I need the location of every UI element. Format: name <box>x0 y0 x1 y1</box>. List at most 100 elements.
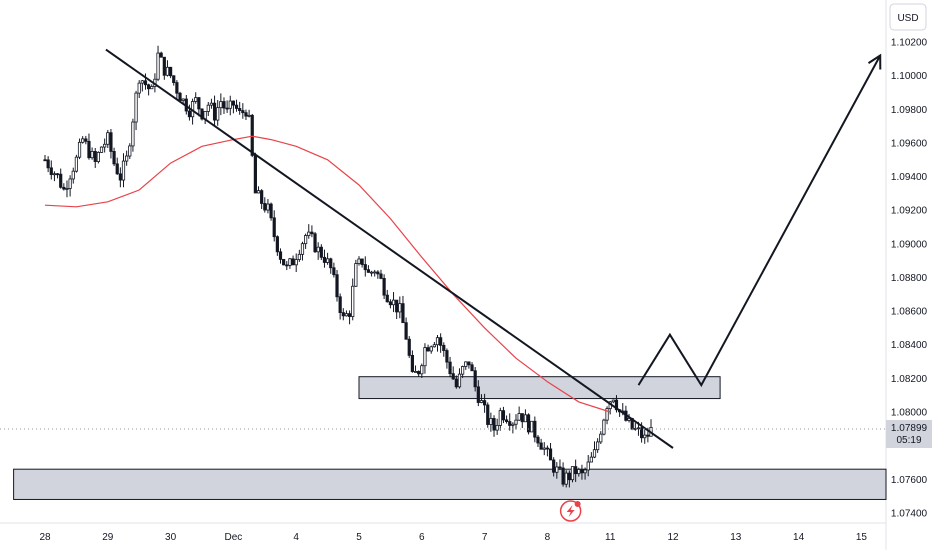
candle-body <box>492 418 496 431</box>
time-tick-label: 11 <box>605 532 616 543</box>
time-tick-label: 8 <box>545 532 551 543</box>
candle-body <box>423 347 427 367</box>
time-tick-label: 4 <box>293 532 299 543</box>
moving-average-line <box>44 135 611 413</box>
candle-body <box>574 466 578 475</box>
candle-body <box>212 102 217 121</box>
candle-body <box>244 112 248 117</box>
candle-body <box>351 285 355 317</box>
candle-body <box>222 101 226 109</box>
candle-body <box>304 235 308 245</box>
candle-body <box>498 410 502 426</box>
candle-body <box>260 190 264 204</box>
candle-body <box>275 236 279 253</box>
candle-body <box>313 233 317 253</box>
candle-body <box>65 188 69 190</box>
candle-body <box>636 427 641 430</box>
price-tick-label: 1.09400 <box>891 172 928 183</box>
candle-body <box>241 110 245 114</box>
candle-body <box>432 344 436 348</box>
candle-body <box>599 433 603 443</box>
candle-body <box>426 347 430 352</box>
price-tick-label: 1.08000 <box>891 408 928 419</box>
candle-body <box>504 419 509 422</box>
candle-body <box>347 313 352 317</box>
candle-body <box>360 258 364 265</box>
price-tick-label: 1.09000 <box>891 239 928 250</box>
time-tick-label: 7 <box>482 532 488 543</box>
candle-body <box>74 156 78 172</box>
last-price-value: 1.07899 <box>891 423 928 434</box>
price-tick-label: 1.08600 <box>891 307 928 318</box>
candle-body <box>325 258 330 263</box>
candle-body <box>87 140 91 159</box>
price-axis-area[interactable] <box>886 0 932 550</box>
candle-body <box>77 141 82 158</box>
price-tick-label: 1.07600 <box>891 475 928 486</box>
candle-body <box>71 170 75 180</box>
price-scale: 1.10200 1.10000 1.09800 1.09600 1.09400 1.092… <box>891 38 928 520</box>
resistance-zone <box>358 376 721 400</box>
candle-body <box>219 101 223 109</box>
candle-body <box>643 434 647 439</box>
price-tick-label: 1.09800 <box>891 105 928 116</box>
price-tick-label: 1.08400 <box>891 340 928 351</box>
candle-body <box>93 151 97 162</box>
candle-body <box>322 256 327 263</box>
candle-body <box>49 167 53 175</box>
candle-body <box>344 313 349 317</box>
candle-body <box>570 466 575 481</box>
time-scale: 28 29 30 Dec 4 5 6 7 8 11 12 13 14 15 <box>39 532 867 543</box>
candle-body <box>165 66 170 76</box>
candle-body <box>121 160 126 181</box>
candle-body <box>514 419 518 425</box>
time-tick-label: 30 <box>165 532 177 543</box>
candle-body <box>200 108 204 120</box>
candle-body <box>476 386 480 403</box>
candle-body <box>225 107 229 110</box>
price-tick-label: 1.07400 <box>891 508 928 519</box>
candle-body <box>294 259 298 266</box>
candle-body <box>605 408 609 421</box>
candle-body <box>43 159 47 162</box>
candle-body <box>611 399 615 403</box>
candle-body <box>150 86 154 90</box>
candle-body <box>404 322 408 340</box>
candle-body <box>382 278 386 296</box>
candle-body <box>561 467 565 485</box>
candle-body <box>278 251 283 260</box>
candle-body <box>363 264 367 271</box>
last-price-label: 1.07899 05:19 <box>886 419 932 448</box>
candle-body <box>627 418 631 421</box>
candle-body <box>282 258 286 266</box>
candle-body <box>197 97 201 110</box>
candle-body <box>256 190 261 194</box>
candle-body <box>542 447 546 450</box>
candle-body <box>442 344 446 351</box>
currency-button[interactable]: USD <box>889 3 927 31</box>
last-price-background <box>886 419 932 448</box>
candle-body <box>181 98 185 101</box>
candle-body <box>238 108 242 111</box>
price-tick-label: 1.08200 <box>891 374 928 385</box>
candle-body <box>231 100 235 106</box>
price-tick-label: 1.09600 <box>891 138 928 149</box>
candle-body <box>470 364 474 372</box>
candle-body <box>420 365 424 375</box>
candle-body <box>533 420 537 438</box>
candle-body <box>523 414 528 423</box>
candle-body <box>501 410 506 421</box>
candle-body <box>109 132 113 152</box>
candle-body <box>435 337 440 346</box>
lightning-badge-icon[interactable] <box>559 500 582 522</box>
candle-body <box>316 246 320 253</box>
price-tick-label: 1.09200 <box>891 206 928 217</box>
candle-body <box>461 366 465 375</box>
candle-body <box>288 258 292 266</box>
candle-body <box>366 269 371 273</box>
candle-body <box>429 346 433 352</box>
time-tick-label: 5 <box>356 532 362 543</box>
candle-body <box>300 243 305 255</box>
candle-body <box>297 253 301 260</box>
